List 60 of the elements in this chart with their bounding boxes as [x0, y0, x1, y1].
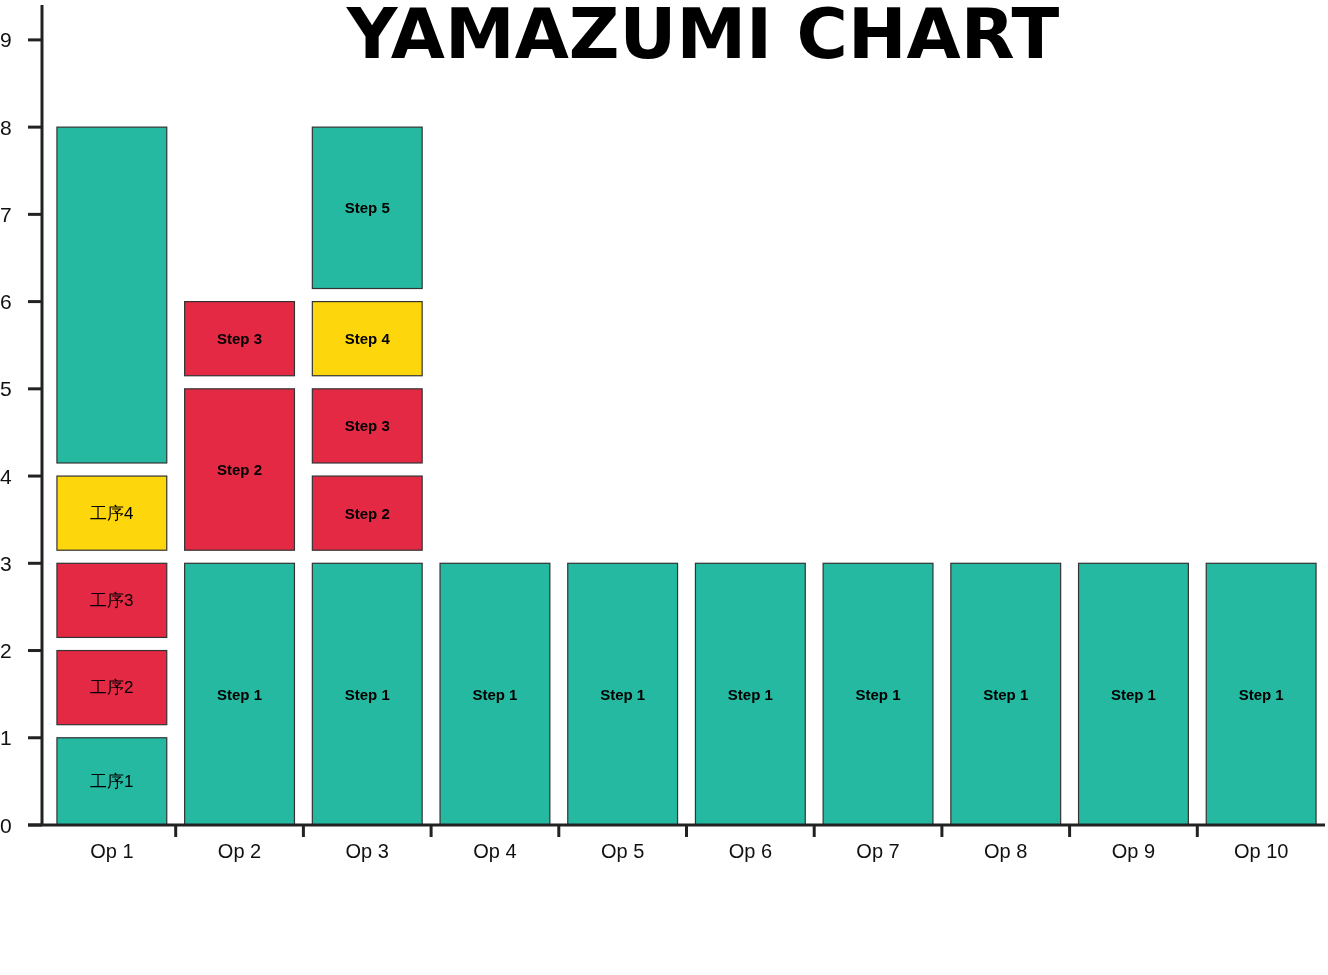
bar: [311, 388, 423, 464]
data-label: Step 1: [983, 685, 1029, 703]
bar: [311, 126, 423, 290]
x-tick-label: Op 10: [1233, 840, 1289, 862]
bar: [567, 562, 679, 826]
bar: [56, 562, 168, 639]
bar: [311, 301, 423, 377]
bar: [56, 475, 168, 551]
data-label: Step 4: [344, 330, 391, 348]
data-label: Step 1: [855, 685, 901, 703]
bar: [439, 562, 551, 826]
bar: [1205, 562, 1317, 826]
data-label: 工序1: [90, 771, 134, 791]
data-label: Step 5: [344, 199, 390, 217]
x-tick-label: Op 2: [217, 840, 262, 862]
data-label: Step 3: [217, 330, 263, 348]
bar: [950, 562, 1062, 826]
x-tick-label: Op 8: [984, 840, 1028, 862]
y-tick-label: 3: [0, 551, 12, 575]
chart-title: YAMAZUMI CHART: [345, 0, 1060, 75]
data-label: Step 3: [344, 417, 390, 435]
bar: [822, 562, 934, 826]
x-tick-label: Op 4: [473, 840, 517, 862]
data-label: Step 1: [217, 685, 263, 703]
y-tick-label: 7: [0, 202, 12, 226]
y-tick-label: 0: [0, 813, 12, 837]
data-label: Step 1: [1238, 685, 1284, 703]
y-tick-label: 1: [0, 726, 12, 750]
data-label: Step 1: [600, 685, 646, 703]
bar: [694, 562, 806, 826]
data-label: Step 1: [727, 685, 773, 703]
x-tick-label: Op 3: [345, 840, 389, 862]
bar: [184, 301, 296, 377]
y-tick-label: 5: [0, 377, 12, 401]
data-label: Step 1: [472, 685, 518, 703]
data-label: 工序3: [90, 590, 134, 610]
bar: [56, 126, 168, 464]
data-label: Step 1: [1110, 685, 1156, 703]
x-tick-label: Op 9: [1111, 840, 1156, 862]
bar: [56, 649, 168, 726]
bar: [1077, 562, 1189, 826]
data-label: Step 2: [344, 504, 390, 522]
data-label: 工序2: [90, 678, 134, 698]
x-tick-label: Op 7: [856, 840, 900, 862]
x-tick-label: Op 1: [90, 840, 134, 862]
bar: [311, 562, 423, 826]
x-tick-label: Op 5: [600, 840, 645, 862]
bar: [56, 737, 168, 826]
bar: [184, 562, 296, 826]
data-label: Step 1: [344, 685, 390, 703]
x-tick-label: Op 6: [728, 840, 773, 862]
data-label: 工序4: [90, 503, 134, 523]
y-tick-label: 6: [0, 290, 12, 314]
y-tick-label: 4: [0, 464, 12, 488]
bar: [184, 388, 296, 551]
bar: [311, 475, 423, 551]
y-tick-label: 9: [0, 28, 12, 52]
y-tick-label: 2: [0, 639, 12, 663]
data-label: Step 2: [217, 461, 263, 479]
y-tick-label: 8: [0, 115, 12, 139]
